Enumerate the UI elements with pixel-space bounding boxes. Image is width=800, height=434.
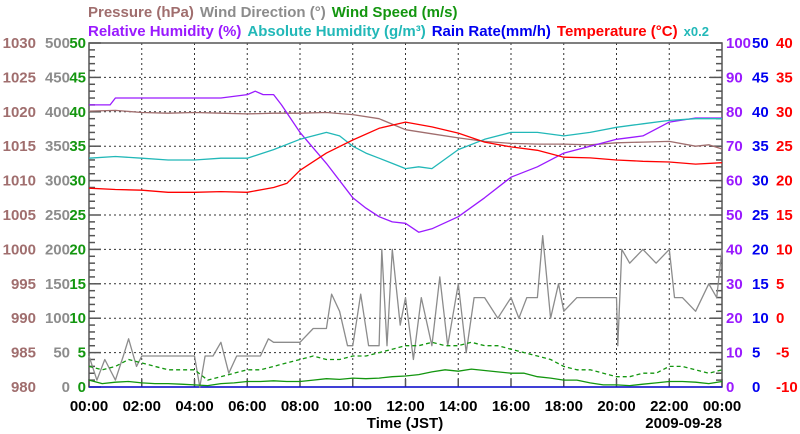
y-tick-label-relative-humidity: 90: [726, 69, 743, 86]
y-tick-label-rain-rate: 35: [752, 138, 769, 155]
legend-entry: Pressure (hPa): [88, 4, 194, 21]
legend-entry: Wind Speed (m/s): [332, 4, 458, 21]
y-tick-label-temperature: -10: [776, 379, 798, 396]
series-line-relative-humidity: [89, 90, 722, 233]
y-tick-label-pressure: 1030: [3, 35, 36, 52]
y-tick-label-temperature: 0: [776, 310, 784, 327]
y-tick-label-temperature: 5: [776, 276, 784, 293]
y-tick-label-temperature: 10: [776, 241, 793, 258]
y-tick-label-rain-rate: 15: [752, 276, 769, 293]
y-tick-label-wind-speed: 0: [78, 379, 86, 396]
x-tick-label: 20:00: [597, 398, 635, 415]
series-line-wind-speed-gust-m-s: [88, 341, 723, 381]
legend-entry: Rain Rate(mm/h): [432, 23, 551, 40]
y-tick-label-relative-humidity: 0: [726, 379, 734, 396]
y-tick-label-wind-speed: 45: [69, 69, 86, 86]
y-tick-label-relative-humidity: 100: [726, 35, 751, 52]
y-tick-label-wind-speed: 35: [69, 138, 86, 155]
series-line-temperature-c: [88, 121, 723, 193]
y-tick-label-rain-rate: 20: [752, 241, 769, 258]
y-tick-label-wind-direction: 0: [62, 379, 70, 396]
y-tick-label-wind-speed: 40: [69, 104, 86, 121]
y-tick-label-wind-direction: 400: [45, 104, 70, 121]
legend-entry: Temperature (°C): [557, 23, 678, 40]
y-tick-label-wind-speed: 30: [69, 173, 86, 190]
y-tick-label-temperature: 40: [776, 35, 793, 52]
x-tick-label: 10:00: [334, 398, 372, 415]
y-tick-label-pressure: 985: [11, 345, 36, 362]
y-tick-label-pressure: 1015: [3, 138, 36, 155]
y-tick-label-wind-direction: 350: [45, 138, 70, 155]
x-tick-label: 22:00: [650, 398, 688, 415]
y-tick-label-wind-direction: 150: [45, 276, 70, 293]
y-tick-label-temperature: 15: [776, 207, 793, 224]
series-line-pressure-hpa: [88, 109, 723, 150]
date-label: 2009-09-28: [645, 415, 722, 432]
series-line-wind-speed-m-s: [88, 368, 723, 387]
x-axis-label: Time (JST): [367, 415, 443, 432]
y-tick-label-wind-speed: 20: [69, 241, 86, 258]
y-tick-label-temperature: -5: [776, 345, 789, 362]
y-tick-label-relative-humidity: 40: [726, 241, 743, 258]
y-tick-label-wind-direction: 450: [45, 69, 70, 86]
y-tick-label-temperature: 25: [776, 138, 793, 155]
y-tick-label-relative-humidity: 20: [726, 310, 743, 327]
x-tick-label: 00:00: [70, 398, 108, 415]
x-tick-label: 06:00: [228, 398, 266, 415]
y-tick-label-pressure: 1010: [3, 173, 36, 190]
x-tick-label: 18:00: [545, 398, 583, 415]
y-tick-label-relative-humidity: 60: [726, 173, 743, 190]
y-tick-label-rain-rate: 30: [752, 173, 769, 190]
y-tick-label-wind-direction: 200: [45, 241, 70, 258]
x-tick-label: 14:00: [439, 398, 477, 415]
x-tick-label: 02:00: [123, 398, 161, 415]
y-tick-label-rain-rate: 50: [752, 35, 769, 52]
y-tick-label-wind-direction: 500: [45, 35, 70, 52]
legend-entry: Absolute Humidity (g/m³): [247, 23, 425, 40]
y-tick-label-rain-rate: 25: [752, 207, 769, 224]
y-tick-label-wind-speed: 10: [69, 310, 86, 327]
y-tick-label-wind-direction: 300: [45, 173, 70, 190]
legend-entry: Relative Humidity (%): [88, 23, 241, 40]
y-tick-label-relative-humidity: 30: [726, 276, 743, 293]
y-tick-label-relative-humidity: 50: [726, 207, 743, 224]
x-tick-label: 12:00: [386, 398, 424, 415]
legend-entry: x0.2: [684, 24, 709, 39]
y-tick-label-pressure: 1005: [3, 207, 36, 224]
x-tick-label: 08:00: [281, 398, 319, 415]
y-tick-label-pressure: 980: [11, 379, 36, 396]
y-tick-label-wind-speed: 25: [69, 207, 86, 224]
y-tick-label-rain-rate: 0: [752, 379, 760, 396]
y-tick-label-wind-speed: 50: [69, 35, 86, 52]
y-tick-label-relative-humidity: 70: [726, 138, 743, 155]
y-tick-label-pressure: 1020: [3, 104, 36, 121]
y-tick-label-rain-rate: 5: [752, 345, 760, 362]
series-line-wind-direction: [88, 234, 723, 388]
y-tick-label-relative-humidity: 10: [726, 345, 743, 362]
legend-entry: Wind Direction (°): [200, 4, 326, 21]
y-tick-label-rain-rate: 10: [752, 310, 769, 327]
y-tick-label-temperature: 30: [776, 104, 793, 121]
y-tick-label-temperature: 35: [776, 69, 793, 86]
y-tick-label-temperature: 20: [776, 173, 793, 190]
y-tick-label-relative-humidity: 80: [726, 104, 743, 121]
y-tick-label-rain-rate: 45: [752, 69, 769, 86]
y-tick-label-rain-rate: 40: [752, 104, 769, 121]
series-line-absolute-humidity-g-m-x: [88, 118, 722, 170]
y-tick-label-wind-direction: 50: [53, 345, 70, 362]
x-tick-label: 00:00: [703, 398, 741, 415]
x-tick-label: 04:00: [175, 398, 213, 415]
y-tick-label-wind-direction: 100: [45, 310, 70, 327]
y-tick-label-pressure: 1000: [3, 241, 36, 258]
y-tick-label-wind-speed: 5: [78, 345, 86, 362]
y-tick-label-pressure: 1025: [3, 69, 36, 86]
y-tick-label-pressure: 995: [11, 276, 36, 293]
y-tick-label-pressure: 990: [11, 310, 36, 327]
x-tick-label: 16:00: [492, 398, 530, 415]
y-tick-label-wind-direction: 250: [45, 207, 70, 224]
y-tick-label-wind-speed: 15: [69, 276, 86, 293]
